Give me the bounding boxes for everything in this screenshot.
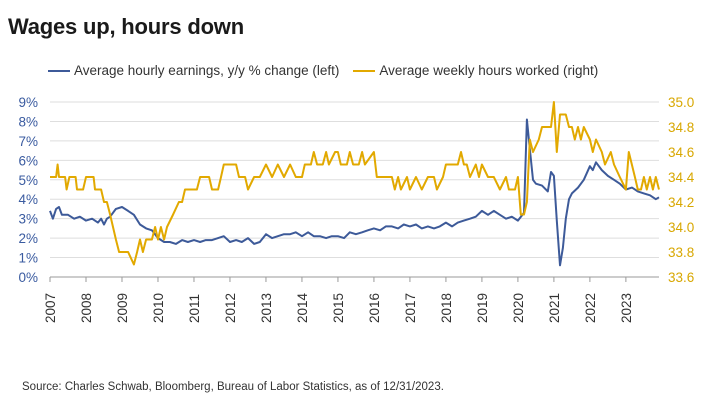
y-left-tick-label: 9%	[18, 95, 38, 110]
y-right-tick-label: 33.6	[668, 270, 694, 285]
y-left-tick-label: 4%	[18, 192, 38, 207]
y-right-tick-label: 34.4	[668, 170, 695, 185]
x-tick-label: 2008	[79, 293, 94, 323]
legend: Average hourly earnings, y/y % change (l…	[48, 63, 612, 78]
x-tick-label: 2010	[151, 293, 166, 323]
y-left-tick-label: 7%	[18, 134, 38, 149]
x-tick-label: 2022	[583, 293, 598, 323]
y-left-tick-label: 0%	[18, 270, 38, 285]
y-right-tick-label: 34.2	[668, 195, 694, 210]
legend-item-hours: Average weekly hours worked (right)	[353, 63, 598, 78]
x-tick-label: 2021	[547, 293, 562, 323]
y-left-tick-label: 2%	[18, 231, 38, 246]
x-tick-label: 2012	[223, 293, 238, 323]
y-left-tick-label: 3%	[18, 212, 38, 227]
series-line-hours	[50, 101, 660, 266]
y-left-tick-label: 8%	[18, 114, 38, 129]
legend-label-earnings: Average hourly earnings, y/y % change (l…	[74, 63, 340, 78]
legend-swatch-hours	[353, 69, 376, 72]
y-right-tick-label: 35.0	[668, 95, 694, 110]
legend-swatch-earnings	[48, 69, 70, 72]
x-tick-label: 2011	[187, 294, 202, 323]
y-right-tick-label: 33.8	[668, 245, 694, 260]
y-right-tick-label: 34.0	[668, 220, 694, 235]
x-tick-label: 2007	[43, 293, 58, 323]
y-right-tick-label: 34.6	[668, 145, 694, 160]
legend-label-hours: Average weekly hours worked (right)	[379, 63, 599, 78]
x-tick-label: 2016	[367, 293, 382, 323]
series-line-earnings	[49, 118, 660, 267]
y-left-tick-label: 1%	[18, 251, 38, 266]
x-tick-label: 2018	[439, 293, 454, 323]
source-note: Source: Charles Schwab, Bloomberg, Burea…	[22, 381, 444, 393]
chart-title: Wages up, hours down	[8, 14, 244, 39]
x-tick-label: 2017	[403, 293, 418, 323]
x-tick-label: 2023	[619, 293, 634, 323]
x-tick-label: 2013	[259, 293, 274, 323]
y-left-tick-label: 6%	[18, 153, 38, 168]
x-tick-label: 2009	[115, 293, 130, 323]
x-tick-label: 2015	[331, 293, 346, 323]
x-tick-label: 2019	[475, 293, 490, 323]
x-tick-label: 2014	[295, 292, 310, 323]
y-right-tick-label: 34.8	[668, 120, 694, 135]
x-tick-label: 2020	[511, 293, 526, 323]
legend-item-earnings: Average hourly earnings, y/y % change (l…	[48, 63, 339, 78]
y-left-tick-label: 5%	[18, 173, 38, 188]
